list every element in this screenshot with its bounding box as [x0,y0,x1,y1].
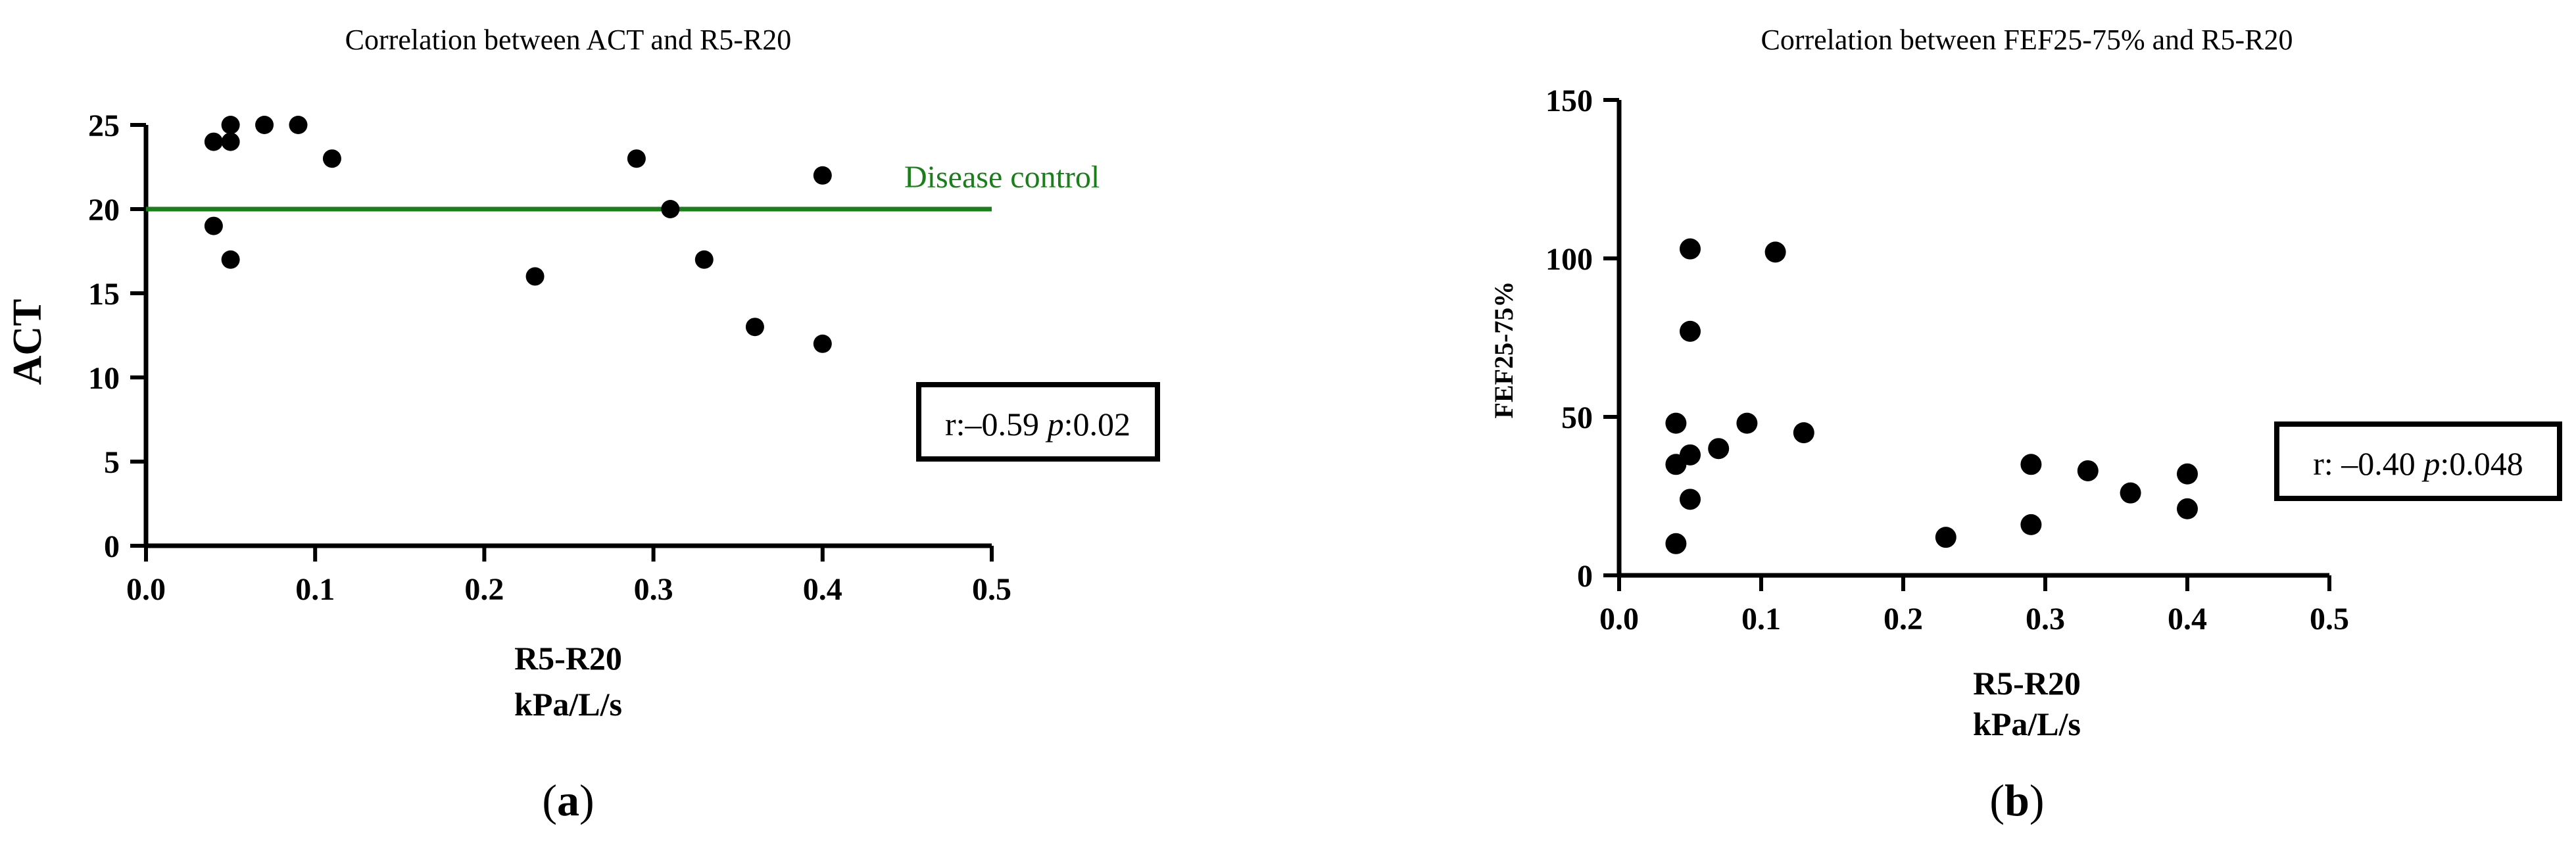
svg-text:r: –0.40 p:0.048: r: –0.40 p:0.048 [2313,445,2523,482]
svg-text:r:–0.59 p:0.02: r:–0.59 p:0.02 [945,406,1130,443]
chart-b-point [1665,454,1687,475]
chart-b-point [1708,438,1730,460]
chart-a-y-tick-label: 25 [88,108,120,143]
chart-a-point [745,318,764,337]
chart-a-y-tick-label: 10 [88,361,120,396]
chart-a-title: Correlation between ACT and R5-R20 [345,24,792,56]
chart-a-point [255,116,274,134]
chart-b-stat-p-symbol: p [2421,445,2440,482]
chart-a-point [813,166,832,185]
chart-a-ylabel: ACT [5,299,50,385]
chart-b-x-tick-label: 0.1 [1741,602,1781,637]
chart-b-point [2177,498,2198,519]
chart-a-stat-p-symbol: p [1046,406,1064,443]
chart-a-stat-r: r:–0.59 [945,406,1048,443]
chart-b-stat-box: r: –0.40 p:0.048 [2274,421,2562,501]
panel-label-b: (b) [1989,775,2044,825]
chart-b-point [2077,460,2099,481]
chart-a-reference-line: Disease control [146,160,1100,212]
chart-a-point [694,250,714,269]
chart-b-x-tick-label: 0.5 [2310,602,2349,637]
chart-b-y-tick-label: 100 [1545,242,1593,277]
chart-b-point [1935,527,1956,548]
chart-b-point [1793,422,1814,444]
chart-a-xlabel-line1: R5-R20 [514,640,622,677]
chart-a-stat-p: :0.02 [1064,406,1130,443]
chart-b-x-tick-label: 0.0 [1599,602,1639,637]
chart-a-x-tick-label: 0.3 [634,572,673,607]
chart-a-point [221,250,240,269]
chart-b-ticks: 0 50 100 150 0.0 0.1 0.2 0.3 0.4 0.5 [1545,84,2349,637]
chart-a-point [204,132,223,151]
chart-a-y-tick-label: 5 [104,445,120,480]
chart-b-x-tick-label: 0.3 [2026,602,2065,637]
chart-b-point [1736,412,1758,434]
chart-a-x-tick-label: 0.0 [126,572,166,607]
chart-a-x-tick-label: 0.5 [972,572,1011,607]
chart-b-points [1665,238,2198,554]
chart-a-xlabel-line2: kPa/L/s [514,686,622,723]
chart-a-reference-line-label: Disease control [904,160,1100,195]
chart-b-axes [1616,100,2329,578]
chart-b-point [1665,533,1687,554]
chart-a-point [627,149,646,168]
chart-b-point [2177,463,2198,485]
chart-a-points [204,116,832,353]
chart-b-y-tick-label: 50 [1561,400,1593,435]
chart-b-stat-r: r: –0.40 [2313,445,2423,482]
chart-a-point [813,334,832,353]
chart-b-point [1680,320,1701,342]
chart-a-point [221,132,240,151]
chart-a: Correlation between ACT and R5-R20 0 5 10 1… [5,24,1160,825]
chart-a-y-tick-label: 0 [104,529,120,564]
chart-a-x-tick-label: 0.1 [295,572,335,607]
chart-a-stat-box: r:–0.59 p:0.02 [916,382,1160,462]
chart-b-x-tick-label: 0.2 [1883,602,1923,637]
chart-b-x-tick-label: 0.4 [2168,602,2207,637]
chart-b-point [2020,454,2042,475]
chart-b-point [2120,482,2141,504]
chart-b-point [1680,489,1701,510]
chart-a-ticks: 0 5 10 15 20 25 0.0 0.1 0.2 0.3 0.4 0.5 [88,108,1011,607]
chart-b-xlabel-line1: R5-R20 [1973,665,2081,702]
chart-b-title: Correlation between FEF25-75% and R5-R20 [1761,24,2293,56]
chart-a-point [289,116,308,134]
chart-a-point [221,116,240,134]
chart-a-point [322,149,341,168]
chart-b-point [1680,238,1701,260]
chart-a-y-tick-label: 20 [88,193,120,228]
chart-b-y-tick-label: 0 [1577,559,1593,594]
chart-b-xlabel-line2: kPa/L/s [1973,706,2081,742]
panel-label-a: (a) [542,775,594,825]
chart-a-y-tick-label: 15 [88,277,120,312]
chart-b-ylabel: FEF25-75% [1489,281,1519,419]
chart-a-point [204,216,223,235]
chart-a-x-tick-label: 0.2 [464,572,504,607]
chart-b-point [2020,514,2042,535]
chart-b-y-tick-label: 150 [1545,84,1593,118]
chart-a-axes [143,125,992,548]
chart-a-x-tick-label: 0.4 [803,572,842,607]
chart-a-point [525,267,545,286]
chart-b-stat-p: :0.048 [2440,445,2523,482]
chart-b-point [1665,412,1687,434]
chart-b: Correlation between FEF25-75% and R5-R20… [1489,24,2562,825]
chart-a-point [661,200,680,218]
chart-b-point [1764,241,1786,263]
